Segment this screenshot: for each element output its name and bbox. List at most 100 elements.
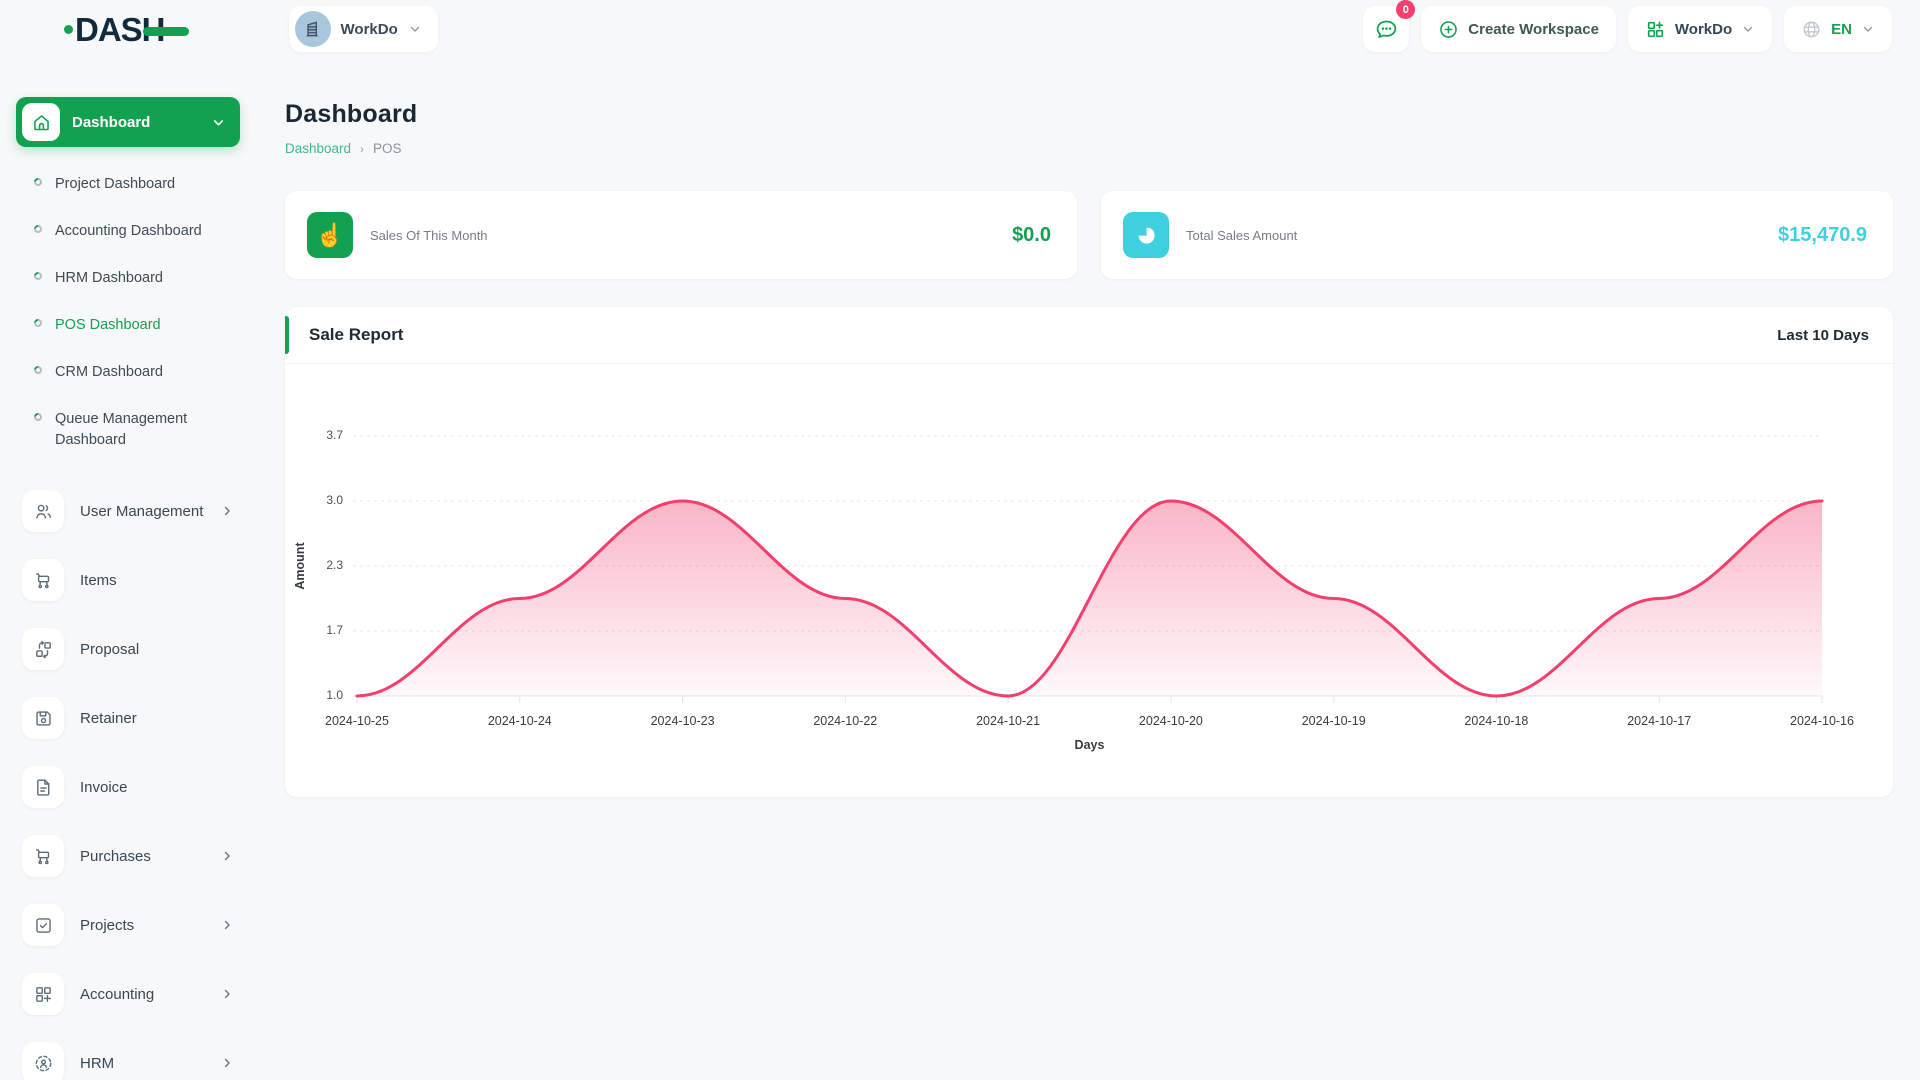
x-tick-label: 2024-10-25 [325, 714, 389, 728]
cart-icon [22, 559, 64, 602]
workspace-menu-label: WorkDo [1674, 20, 1733, 38]
pie-icon [1123, 212, 1169, 258]
stat-cards-row: ☝ Sales Of This Month $0.0 Total Sales A… [285, 191, 1893, 279]
bullet-ring-icon [32, 411, 44, 423]
stat-value: $15,470.9 [1778, 223, 1867, 246]
stat-value: $0.0 [1012, 223, 1051, 246]
sidebar-subitem-label: Accounting Dashboard [55, 223, 202, 240]
sale-report-card: Sale Report Last 10 Days 3.7 3.0 2.3 1.7 1.0… [285, 307, 1893, 797]
bullet-ring-icon [32, 176, 44, 188]
sidebar-item-proposal[interactable]: Proposal [16, 621, 240, 677]
y-tick-label: 2.3 [326, 558, 343, 572]
y-tick-label: 1.7 [326, 623, 343, 637]
sidebar-subitem-label: CRM Dashboard [55, 364, 163, 381]
sidebar-item-items[interactable]: Items [16, 552, 240, 608]
sidebar-item-dashboard[interactable]: Dashboard [16, 97, 240, 147]
page-title: Dashboard [285, 100, 418, 128]
file-icon [22, 766, 64, 809]
topbar-actions: 0 Create Workspace WorkDo EN [1363, 0, 1892, 52]
sidebar-subitem-hrm-dashboard[interactable]: HRM Dashboard [16, 255, 240, 302]
sidebar-item-invoice[interactable]: Invoice [16, 759, 240, 815]
sidebar-subitem-pos-dashboard[interactable]: POS Dashboard [16, 302, 240, 349]
y-tick-label: 3.7 [326, 428, 343, 442]
cart-icon [22, 835, 64, 878]
users-icon [22, 490, 64, 533]
chevron-right-icon [220, 987, 234, 1001]
breadcrumb-separator: › [360, 141, 365, 156]
sales-line [355, 499, 1824, 698]
workspace-menu-button[interactable]: WorkDo [1627, 6, 1773, 52]
building-icon [306, 21, 318, 37]
x-tick-label: 2024-10-22 [813, 714, 877, 728]
sidebar-item-label: Purchases [80, 847, 151, 865]
language-label: EN [1831, 20, 1852, 38]
x-axis-title: Days [1075, 738, 1105, 752]
home-icon [22, 103, 60, 141]
chevron-down-icon [410, 26, 419, 32]
area-chart-svg: 3.7 3.0 2.3 1.7 1.0 2024-10-25 2024-10-24 2024-… [293, 428, 1854, 752]
sidebar-item-label: Accounting [80, 985, 155, 1003]
bullet-ring-icon [32, 364, 44, 376]
sidebar-item-label: Dashboard [72, 113, 151, 131]
sidebar-item-retainer[interactable]: Retainer [16, 690, 240, 746]
y-tick-label: 1.0 [326, 688, 343, 702]
chart-period-label: Last 10 Days [1777, 326, 1869, 344]
breadcrumb-dashboard-link[interactable]: Dashboard [285, 141, 352, 156]
topbar: DASH WorkDo 0 Create Workspace [0, 0, 1920, 58]
stat-card-total-sales-amount: Total Sales Amount $15,470.9 [1101, 191, 1893, 279]
save-icon [22, 697, 64, 740]
x-tick-label: 2024-10-17 [1627, 714, 1691, 728]
sale-report-chart[interactable]: 3.7 3.0 2.3 1.7 1.0 2024-10-25 2024-10-24 2024-… [285, 364, 1893, 797]
chevron-right-icon [220, 1056, 234, 1070]
proposal-icon [22, 628, 64, 671]
user-scan-icon [22, 1042, 64, 1080]
sidebar-subitem-project-dashboard[interactable]: Project Dashboard [16, 161, 240, 208]
x-tick-label: 2024-10-16 [1790, 714, 1854, 728]
chevron-down-icon [213, 119, 224, 125]
chat-icon [1376, 20, 1397, 38]
workspace-switcher[interactable]: WorkDo [288, 6, 438, 52]
sidebar-subitem-crm-dashboard[interactable]: CRM Dashboard [16, 349, 240, 396]
sidebar: Dashboard Project Dashboard Accounting Da… [0, 58, 256, 1080]
sidebar-item-label: Proposal [80, 640, 140, 658]
sidebar-item-label: HRM [80, 1054, 115, 1072]
header-accent-bar [285, 316, 289, 354]
chevron-right-icon [220, 504, 234, 518]
bullet-ring-icon [32, 270, 44, 282]
sidebar-item-label: Invoice [80, 778, 128, 796]
stat-label: Sales Of This Month [370, 227, 488, 243]
sidebar-item-projects[interactable]: Projects [16, 897, 240, 953]
chevron-right-icon [220, 849, 234, 863]
sidebar-item-label: Retainer [80, 709, 137, 727]
stat-card-sales-of-this-month: ☝ Sales Of This Month $0.0 [285, 191, 1077, 279]
tap-icon: ☝ [307, 212, 353, 258]
sidebar-item-user-management[interactable]: User Management [16, 483, 240, 539]
language-selector[interactable]: EN [1784, 6, 1892, 52]
sidebar-subitem-accounting-dashboard[interactable]: Accounting Dashboard [16, 208, 240, 255]
sidebar-subitem-label: Project Dashboard [55, 176, 176, 192]
grid-add-icon [1647, 21, 1664, 37]
create-workspace-button[interactable]: Create Workspace [1421, 6, 1616, 52]
sidebar-item-hrm[interactable]: HRM [16, 1035, 240, 1080]
sidebar-subitem-label: HRM Dashboard [55, 270, 163, 287]
sidebar-item-accounting[interactable]: Accounting [16, 966, 240, 1022]
breadcrumb-current: POS [373, 141, 402, 156]
dashboard-submenu: Project Dashboard Accounting Dashboard HRM… [16, 147, 240, 470]
sidebar-subitem-queue-management-dashboard[interactable]: Queue Management Dashboard [16, 396, 240, 464]
logo-bar [142, 26, 189, 36]
sidebar-subitem-label: Queue Management Dashboard [55, 411, 188, 449]
dash-logo[interactable]: DASH [64, 13, 189, 46]
chevron-down-icon [1743, 26, 1753, 32]
x-tick-label: 2024-10-20 [1139, 714, 1203, 728]
sidebar-menu: User Management Items Proposal Retainer Invo… [16, 483, 240, 1080]
x-tick-label: 2024-10-24 [488, 714, 552, 728]
sidebar-item-purchases[interactable]: Purchases [16, 828, 240, 884]
chart-title: Sale Report [309, 325, 404, 344]
grid-plus-icon [22, 973, 64, 1016]
messages-button[interactable]: 0 [1363, 0, 1416, 52]
y-axis-title: Amount [293, 542, 307, 590]
chevron-right-icon [220, 918, 234, 932]
logo-dot [64, 24, 73, 34]
sidebar-item-label: User Management [80, 502, 204, 520]
bullet-ring-icon [32, 223, 44, 235]
